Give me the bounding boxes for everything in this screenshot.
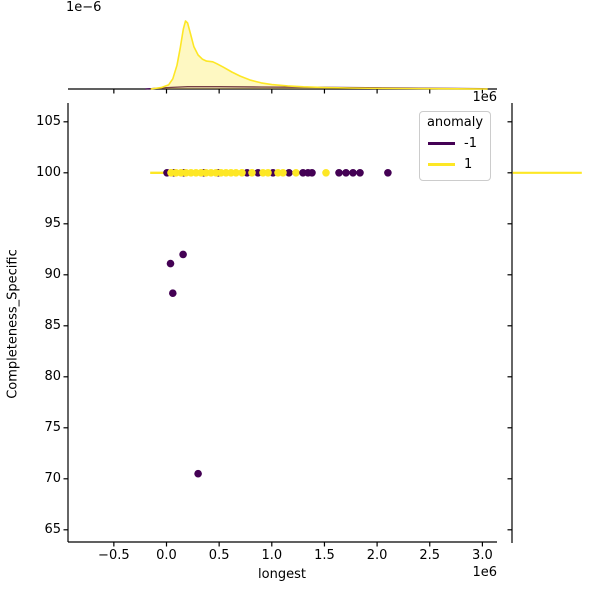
scatter-point-pos (322, 169, 330, 177)
legend-entry-label: 1 (464, 157, 473, 172)
legend-entry-label: -1 (464, 136, 477, 151)
scatter-point-pos (264, 169, 272, 177)
scatter-point-neg (179, 250, 187, 259)
x-tick-label: 2.0 (366, 548, 388, 563)
x-tick-label: 0.5 (208, 548, 230, 563)
y-axis-label: Completeness_Specific (5, 249, 21, 399)
scatter-point-neg (308, 169, 316, 177)
y-tick-label: 65 (44, 521, 61, 537)
x-tick-label: 3.0 (472, 548, 493, 563)
scatter-point-neg (285, 169, 293, 177)
legend: anomaly -1 1 (419, 111, 491, 181)
scatter-point-neg (169, 289, 177, 298)
scatter-point-neg (194, 469, 202, 478)
scatter-point-neg (342, 169, 350, 177)
top-axis-scale-offset: 1e6 (472, 90, 497, 105)
x-axis-label: longest (258, 567, 306, 582)
y-tick-label: 100 (36, 164, 61, 180)
y-tick-label: 105 (36, 113, 61, 129)
x-axis-scale-offset: 1e6 (472, 565, 497, 580)
y-tick-label: 95 (44, 215, 61, 231)
top-marginal-density-offset: 1e−6 (66, 0, 102, 15)
scatter-point-neg (335, 169, 343, 177)
scatter-point-neg (384, 169, 392, 177)
scatter-point-pos (232, 169, 240, 177)
x-tick-label: 1.0 (261, 548, 283, 563)
scatter-point-neg (349, 169, 357, 177)
scatter-point-pos (292, 169, 300, 177)
top-kde-line-pos (150, 20, 488, 90)
x-tick-label: 0.0 (156, 548, 177, 563)
legend-line-swatch-pos (428, 163, 455, 166)
legend-entry-neg: -1 (420, 133, 490, 154)
legend-title: anomaly (426, 115, 484, 130)
x-tick-label: 2.5 (419, 548, 441, 563)
scatter-point-pos (248, 169, 256, 177)
y-tick-label: 75 (44, 419, 61, 435)
top-kde-fill-pos (150, 21, 488, 89)
x-tick-label: 1.5 (314, 548, 335, 563)
x-tick-label: −0.5 (98, 548, 130, 563)
y-tick-label: 90 (44, 266, 61, 282)
scatter-point-pos (279, 169, 287, 177)
legend-line-swatch-neg (428, 142, 455, 145)
y-tick-label: 80 (44, 368, 61, 384)
scatter-point-neg (166, 259, 175, 268)
scatter-point-pos (238, 169, 246, 177)
scatter-point-neg (356, 169, 364, 177)
y-tick-label: 70 (44, 470, 61, 486)
legend-entry-pos: 1 (420, 154, 490, 175)
y-tick-label: 85 (44, 317, 61, 333)
